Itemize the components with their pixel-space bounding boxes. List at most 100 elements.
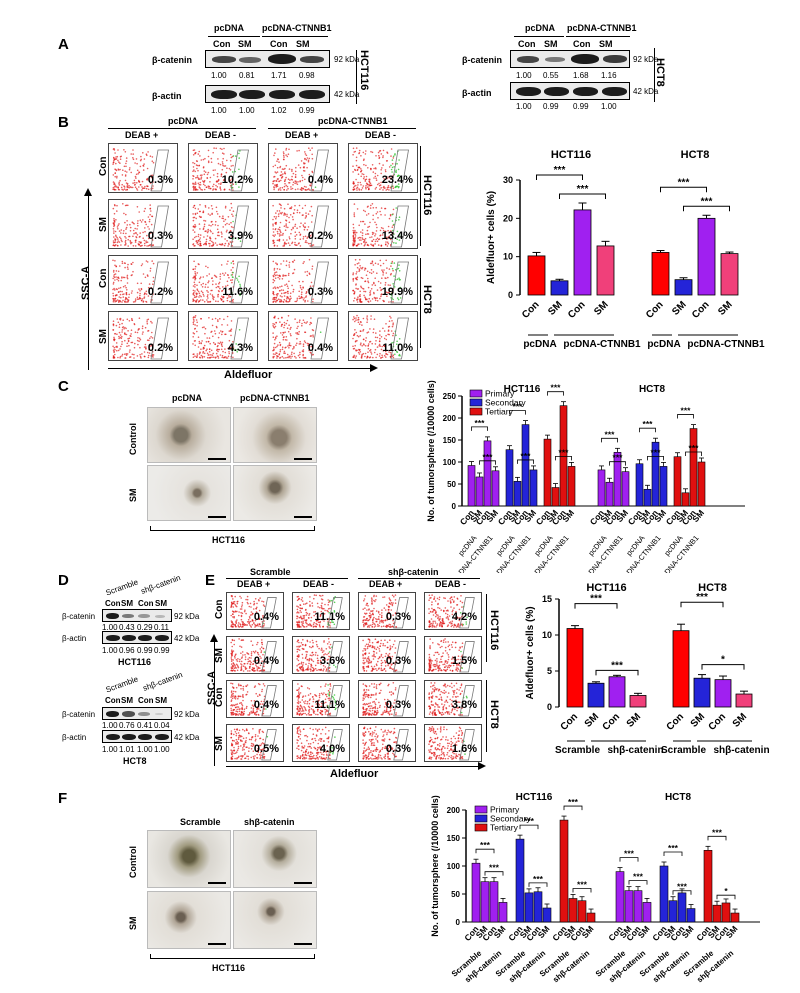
a-left-lane: SM [296, 39, 310, 49]
flow-gate-percent: 0.4% [307, 342, 333, 354]
x-tick-label: SM [689, 711, 707, 729]
x-tick-label: SM [583, 711, 601, 729]
legend-label: Secondary [485, 398, 526, 408]
flow-row-label: Con [214, 599, 225, 619]
c-col-1: pcDNA [172, 393, 203, 403]
group-title: HCT8 [681, 149, 710, 161]
bar [629, 695, 647, 708]
group-title: HCT8 [639, 384, 666, 395]
d-top-cell: HCT116 [118, 657, 152, 667]
bar [672, 630, 690, 708]
a-left-group-2: pcDNA-CTNNB1 [262, 23, 332, 33]
d-bottom-actin-label: β-actin [62, 733, 87, 742]
significance-mark: *** [689, 443, 700, 453]
legend-label: Tertiary [485, 407, 514, 417]
e-xaxis-label: Aldefluor [330, 768, 379, 780]
bar [577, 900, 587, 923]
flow-plot: 0.4% [226, 592, 284, 630]
x-tick-label: SM [636, 924, 652, 940]
bar [642, 902, 652, 923]
d-top-group-1: Scramble [104, 577, 140, 598]
significance-mark: *** [475, 418, 486, 428]
significance-mark: *** [554, 165, 566, 176]
a-left-bcat-val: 1.71 [271, 71, 287, 80]
bar [483, 440, 492, 507]
d-bottom-bcat-val: 0.41 [137, 721, 153, 730]
d-top-lane: SM [121, 599, 133, 608]
flow-plot: 0.3% [268, 255, 338, 305]
e-cell-1: HCT116 [488, 610, 500, 651]
d-top-actin-val: 0.99 [137, 646, 153, 655]
bar [527, 255, 546, 296]
significance-mark: *** [633, 872, 644, 882]
bar [524, 892, 534, 923]
panel-label-f: F [58, 790, 68, 807]
flow-plot: 11.1% [292, 680, 350, 718]
a-right-actin-val: 0.99 [543, 102, 559, 111]
bar [635, 463, 644, 507]
x-tick-label: Con [601, 711, 623, 733]
d-top-actin-val: 1.00 [102, 646, 118, 655]
bar [681, 492, 690, 507]
flow-plot: 0.4% [226, 680, 284, 718]
d-bottom-kda92: 92 kDa [174, 710, 200, 719]
c-col-2: pcDNA-CTNNB1 [240, 393, 310, 403]
legend-swatch [469, 389, 483, 398]
flow-plot: 0.4% [268, 311, 338, 361]
significance-mark: *** [651, 447, 662, 457]
d-bottom-group-1: Scramble [104, 674, 140, 695]
bar [467, 465, 476, 507]
flow-gate-percent: 0.3% [385, 743, 411, 755]
a-left-actin-val: 1.02 [271, 106, 287, 115]
a-right-group-1: pcDNA [525, 23, 556, 33]
bar [596, 245, 615, 296]
flow-gate-percent: 0.2% [147, 342, 173, 354]
a-right-lane: SM [599, 39, 613, 49]
tumorsphere-bar-chart-f: 0 50 100 150 200 No. of tumorsphere (/10000 c… [430, 792, 760, 984]
western-blot-bcatenin-d-hct8 [102, 707, 172, 720]
d-top-actin-val: 0.99 [154, 646, 170, 655]
d-bottom-bcat-val: 1.00 [102, 721, 118, 730]
d-top-bcat-val: 0.29 [137, 623, 153, 632]
significance-mark: *** [701, 196, 713, 207]
d-bottom-bcat-label: β-catenin [62, 710, 96, 719]
bar [543, 438, 552, 507]
f-col-1: Scramble [180, 817, 221, 827]
f-cell: HCT116 [212, 963, 246, 973]
y-tick-label: 5 [547, 666, 552, 676]
a-right-actin-val: 1.00 [601, 102, 617, 111]
y-axis-label: No. of tumorsphere (/10000 cells) [430, 795, 440, 937]
significance-mark: * [724, 886, 728, 896]
flow-plot: 0.3% [358, 724, 416, 762]
d-bottom-actin-val: 1.00 [137, 745, 153, 754]
significance-mark: *** [611, 660, 623, 671]
flow-gate-percent: 13.4% [381, 230, 413, 242]
flow-gate-percent: 4.3% [227, 342, 253, 354]
bar [498, 902, 508, 923]
y-tick-label: 200 [443, 414, 457, 423]
a-right-lane: Con [518, 39, 536, 49]
group-label: pcDNA-CTNNB1 [687, 339, 765, 350]
c-row-1: Control [128, 423, 138, 455]
x-tick-label: Con [559, 711, 581, 733]
flow-gate-percent: 3.9% [227, 230, 253, 242]
d-top-bcat-val: 0.11 [154, 623, 169, 632]
bar [587, 682, 605, 708]
bar [597, 469, 606, 507]
tumorsphere-image [233, 891, 317, 949]
group-title: HCT8 [698, 582, 727, 594]
a-right-group-2: pcDNA-CTNNB1 [567, 23, 637, 33]
flow-plot: 0.4% [226, 636, 284, 674]
f-col-2: shβ-catenin [244, 817, 295, 827]
significance-mark: *** [513, 402, 524, 412]
legend-swatch [474, 814, 488, 823]
flow-plot: 0.2% [108, 255, 178, 305]
bar [615, 871, 625, 923]
bar [677, 892, 687, 923]
tumorsphere-image [147, 891, 231, 949]
a-right-kda42: 42 kDa [633, 87, 659, 96]
flow-plot: 0.3% [358, 636, 416, 674]
significance-mark: *** [613, 453, 624, 463]
f-row-2: SM [128, 916, 138, 931]
flow-gate-percent: 19.9% [381, 286, 413, 298]
